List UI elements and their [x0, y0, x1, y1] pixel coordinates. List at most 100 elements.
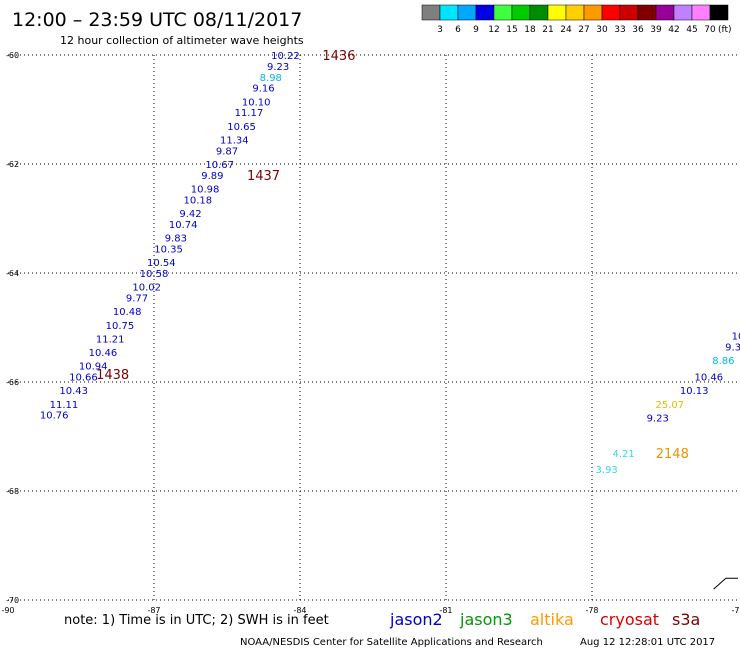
- wave-height-label: 9.23: [267, 62, 289, 73]
- note-text: note: 1) Time is in UTC; 2) SWH is in fe…: [64, 613, 329, 628]
- wave-height-label: 8.86: [712, 356, 734, 367]
- coastline-segment: [713, 577, 738, 590]
- scale-tick-label: 24: [560, 25, 572, 35]
- x-tick-label: -90: [1, 606, 14, 615]
- satellite-legend-jason2: jason2: [389, 610, 443, 629]
- pass-time-label: 1436: [322, 49, 355, 64]
- wave-height-label: 10.13: [680, 386, 709, 397]
- satellite-legend: jason2 jason3 altika cryosat s3a: [389, 610, 700, 629]
- wave-height-label: 9.87: [216, 146, 238, 157]
- wave-height-label: 9.83: [165, 234, 187, 245]
- x-tick-label: -78: [585, 606, 598, 615]
- scale-swatch: [421, 4, 441, 21]
- pass-time-label: 2148: [656, 447, 689, 462]
- scale-tick-label: 30: [596, 25, 608, 35]
- wave-height-label: 11.11: [50, 400, 79, 411]
- y-tick-label: -70: [6, 596, 19, 605]
- y-tick-label: -66: [6, 378, 19, 387]
- wave-height-label: 10.48: [113, 307, 142, 318]
- wave-height-label: 9.77: [126, 294, 148, 305]
- wave-height-label: 10.76: [40, 411, 69, 422]
- plot-area: -90 -87 -84 -81 -78 -75 -60 -62 -64 -66 -68 -70 10.…: [1, 49, 740, 615]
- wave-height-label: 10.02: [132, 283, 161, 294]
- wave-height-label: 10.65: [227, 122, 256, 133]
- wave-height-label: 4.21: [613, 449, 635, 460]
- footer-timestamp: Aug 12 12:28:01 UTC 2017: [580, 637, 715, 648]
- scale-swatch: [655, 4, 675, 21]
- scale-swatch: [475, 4, 495, 21]
- scale-tick-label: 42: [668, 25, 679, 35]
- scale-tick-label: 39: [650, 25, 662, 35]
- wave-height-label: 11.21: [96, 334, 125, 345]
- data-labels: 10.229.238.989.1610.1011.1710.6511.349.8…: [40, 51, 740, 476]
- wave-height-label: 10.66: [69, 373, 98, 384]
- wave-height-label: 9.89: [201, 171, 223, 182]
- scale-tick-label: 12: [488, 25, 499, 35]
- satellite-legend-s3a: s3a: [672, 610, 700, 629]
- wave-height-label: 8.98: [260, 73, 282, 84]
- x-tick-label: -81: [439, 606, 452, 615]
- wave-height-label: 10.98: [191, 185, 220, 196]
- coastline: [713, 577, 738, 590]
- x-tick-label: -84: [293, 606, 306, 615]
- y-tick-label: -62: [6, 160, 19, 169]
- pass-time-label: 1437: [247, 169, 280, 184]
- satellite-legend-cryosat: cryosat: [600, 610, 659, 629]
- scale-tick-label: 18: [524, 25, 536, 35]
- wave-height-label: 9.16: [252, 84, 274, 95]
- scale-swatch: [673, 4, 693, 21]
- scale-tick-label: 27: [578, 25, 589, 35]
- scale-swatch: [583, 4, 603, 21]
- time-labels: 1436 1437 1438 2148: [96, 49, 689, 462]
- scale-swatch: [637, 4, 657, 21]
- satellite-legend-altika: altika: [530, 610, 574, 629]
- color-scale-legend: 3 6 9 12 15 18 21 24 27 30 33 36 39 42 45 70: [421, 4, 729, 35]
- scale-swatch: [619, 4, 639, 21]
- wave-height-label: 10.22: [271, 51, 300, 62]
- wave-height-label: 10.75: [106, 321, 135, 332]
- scale-tick-label: 21: [542, 25, 553, 35]
- pass-time-label: 1438: [96, 368, 129, 383]
- wave-height-label: 10.94: [79, 362, 108, 373]
- wave-height-label: 10: [732, 332, 740, 343]
- scale-tick-label: 15: [506, 25, 517, 35]
- scale-tick-label: 45: [686, 25, 697, 35]
- scale-unit-label: (ft): [718, 25, 732, 35]
- y-tick-label: -68: [6, 487, 19, 496]
- chart-title: 12:00 – 23:59 UTC 08/11/2017: [12, 9, 302, 31]
- wave-height-label: 10.18: [183, 195, 212, 206]
- wave-height-label: 25.07: [656, 400, 685, 411]
- y-tick-label: -60: [6, 51, 19, 60]
- wave-height-label: 9.42: [179, 209, 201, 220]
- wave-height-label: 10.74: [169, 220, 198, 231]
- scale-swatch: [565, 4, 585, 21]
- grid-lines: [8, 54, 738, 601]
- satellite-legend-jason3: jason3: [459, 610, 513, 629]
- wave-height-label: 10.46: [694, 373, 723, 384]
- scale-tick-label: 70: [704, 25, 716, 35]
- scale-tick-label: 33: [614, 25, 625, 35]
- scale-swatch: [709, 4, 729, 21]
- scale-tick-label: 9: [473, 25, 479, 35]
- wave-height-label: 9.3: [725, 343, 740, 354]
- y-tick-label: -64: [6, 269, 19, 278]
- axis-labels: -90 -87 -84 -81 -78 -75 -60 -62 -64 -66 -68 -70: [1, 51, 740, 615]
- scale-swatch: [511, 4, 531, 21]
- wave-height-label: 10.10: [242, 97, 271, 108]
- scale-swatch: [529, 4, 549, 21]
- wave-height-label: 10.43: [59, 386, 88, 397]
- scale-swatch: [439, 4, 459, 21]
- scale-swatch: [493, 4, 513, 21]
- wave-height-label: 10.35: [154, 244, 183, 255]
- scale-tick-label: 6: [455, 25, 461, 35]
- wave-height-label: 11.34: [220, 135, 249, 146]
- footer-credit: NOAA/NESDIS Center for Satellite Applica…: [240, 637, 543, 648]
- x-tick-label: -75: [731, 606, 740, 615]
- wave-height-label: 10.67: [205, 160, 234, 171]
- scale-swatch: [601, 4, 621, 21]
- scale-swatch: [457, 4, 477, 21]
- wave-height-label: 11.17: [235, 108, 264, 119]
- scale-swatch: [547, 4, 567, 21]
- wave-height-label: 3.93: [595, 465, 617, 476]
